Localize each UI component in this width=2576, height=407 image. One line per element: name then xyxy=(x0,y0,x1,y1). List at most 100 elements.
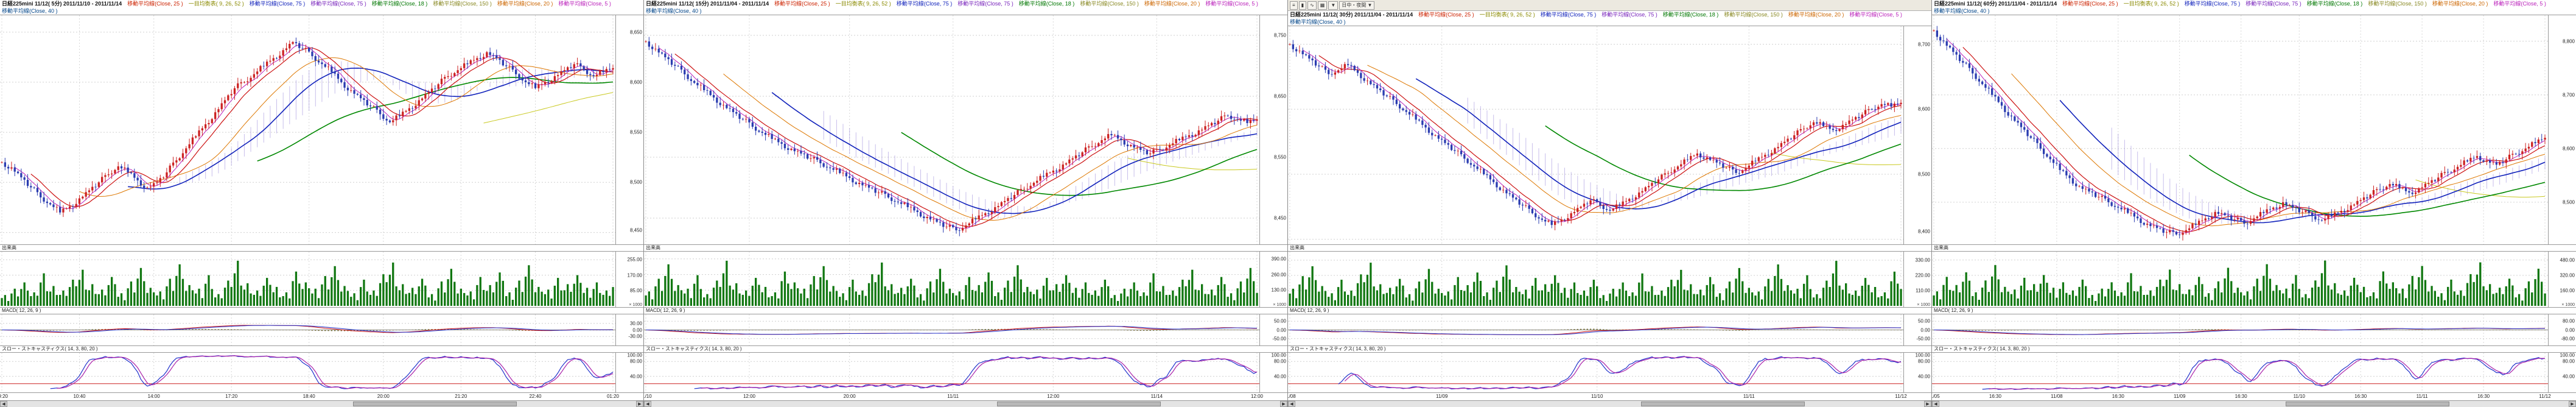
h-scrollbar[interactable]: ◀ ▶ xyxy=(1288,400,1931,407)
h-scrollbar[interactable]: ◀ ▶ xyxy=(0,400,643,407)
menu-icon[interactable]: ≡ xyxy=(1290,1,1298,10)
stoch-axis: 100.0080.0040.00 xyxy=(2548,353,2576,392)
time-label: 17:20 xyxy=(225,394,237,399)
y-axis-tick: 8,700 xyxy=(2563,92,2575,97)
scroll-left-button[interactable]: ◀ xyxy=(1932,401,1939,407)
macd-chart-section: 50.000.00-50.00 xyxy=(644,314,1287,345)
price-chart-section: 8,8008,7008,6008,500 xyxy=(1932,15,2576,244)
indicator-label: 移動平均線(Close, 25 ) xyxy=(2062,1,2118,8)
candlestick-icon[interactable]: ▮ xyxy=(1299,1,1306,10)
y-axis-tick: 85.00 xyxy=(630,288,642,293)
y-axis-tick: 8,500 xyxy=(2563,199,2575,205)
y-axis-tick: 40.00 xyxy=(630,373,642,379)
y-axis-tick: 0.00 xyxy=(1920,327,1930,333)
dropdown-icon[interactable]: ▼ xyxy=(1328,1,1338,10)
stoch-plot[interactable] xyxy=(0,353,616,392)
volume-chart-section: 255.00170.0085.00× 1000 xyxy=(0,251,643,307)
y-axis-tick: 80.00 xyxy=(1274,359,1286,364)
y-axis-tick: 8,700 xyxy=(1918,41,1930,47)
chart-header: 日経225mini 11/12( 5分) 2011/11/10 - 2011/1… xyxy=(0,0,643,15)
scroll-track[interactable] xyxy=(1939,401,2569,407)
y-axis-tick: 8,800 xyxy=(2563,38,2575,44)
macd-chart-section: 50.000.00-50.00 xyxy=(1288,314,1931,345)
scroll-track[interactable] xyxy=(1295,401,1924,407)
time-label: 11/08 xyxy=(2051,394,2062,399)
stoch-plot[interactable] xyxy=(644,353,1260,392)
price-plot[interactable] xyxy=(0,15,616,244)
indicator-label: 移動平均線(Close, 25 ) xyxy=(127,1,183,8)
scroll-track[interactable] xyxy=(7,401,636,407)
session-selector-button[interactable]: 日中・夜間 ▼ xyxy=(1339,1,1374,10)
scroll-left-button[interactable]: ◀ xyxy=(1288,401,1295,407)
volume-plot[interactable] xyxy=(1932,252,2548,307)
indicator-label: 移動平均線(Close, 75 ) xyxy=(2245,1,2301,8)
chart-workspace: 日経225mini 11/12( 5分) 2011/11/10 - 2011/1… xyxy=(0,0,2576,407)
scroll-right-button[interactable]: ▶ xyxy=(636,401,643,407)
y-axis-tick: 110.00 xyxy=(1916,288,1930,293)
grid-icon[interactable]: ▦ xyxy=(1318,1,1328,10)
time-label: 11/11 xyxy=(1743,394,1755,399)
macd-plot[interactable] xyxy=(1288,314,1904,345)
volume-plot[interactable] xyxy=(0,252,616,307)
h-scrollbar[interactable]: ◀ ▶ xyxy=(1932,400,2576,407)
y-axis-tick: 8,600 xyxy=(1918,107,1930,112)
h-scrollbar[interactable]: ◀ ▶ xyxy=(644,400,1287,407)
volume-axis: 390.00260.00130.00× 1000 xyxy=(1259,252,1287,307)
time-label: 16:30 xyxy=(1989,394,2001,399)
y-axis-tick: 320.00 xyxy=(2560,272,2575,278)
stoch-chart-section: 100.0080.0040.00 xyxy=(1932,352,2576,392)
stoch-axis: 100.0080.0040.00 xyxy=(615,353,643,392)
time-label: 12:00 xyxy=(743,394,755,399)
y-axis-tick: 8,500 xyxy=(630,180,642,185)
macd-plot[interactable] xyxy=(644,314,1260,345)
indicator-label: 一目均衡表( 9, 26, 52 ) xyxy=(1480,12,1535,19)
stoch-chart-section: 100.0080.0040.00 xyxy=(1288,352,1931,392)
scroll-right-button[interactable]: ▶ xyxy=(1280,401,1287,407)
y-axis-tick: 255.00 xyxy=(628,257,642,263)
time-label: 11/12 xyxy=(1895,394,1906,399)
price-plot[interactable] xyxy=(1288,26,1904,244)
volume-chart-section: 480.00320.00160.00× 1000 xyxy=(1932,251,2576,307)
stoch-plot[interactable] xyxy=(1288,353,1904,392)
y-axis-tick: 80.00 xyxy=(2563,359,2575,364)
scroll-track[interactable] xyxy=(651,401,1280,407)
price-plot[interactable] xyxy=(644,15,1260,244)
volume-axis: 480.00320.00160.00× 1000 xyxy=(2548,252,2576,307)
indicator-label: 一目均衡表( 9, 26, 52 ) xyxy=(2124,1,2179,8)
indicator-label: 移動平均線(Close, 5 ) xyxy=(2493,1,2546,8)
time-label: 11/10 xyxy=(1591,394,1603,399)
macd-label: MACD( 12, 26, 9 ) xyxy=(644,307,1287,314)
scroll-thumb[interactable] xyxy=(1641,402,1805,406)
scroll-right-button[interactable]: ▶ xyxy=(2569,401,2576,407)
indicator-label: 移動平均線(Close, 40 ) xyxy=(1290,19,1346,26)
time-label: 11/12 xyxy=(2539,394,2550,399)
stoch-chart-section: 100.0080.0040.00 xyxy=(644,352,1287,392)
chart-header: 日経225mini 11/12( 15分) 2011/11/04 - 2011/… xyxy=(644,0,1287,15)
scroll-thumb[interactable] xyxy=(997,402,1161,406)
indicator-label: 移動平均線(Close, 5 ) xyxy=(1205,1,1258,8)
time-label: 20:00 xyxy=(844,394,856,399)
macd-plot[interactable] xyxy=(1932,314,2548,345)
line-chart-icon[interactable]: ∿ xyxy=(1307,1,1317,10)
macd-chart-section: 80.000.00-80.00 xyxy=(1932,314,2576,345)
y-axis-tick: 0.00 xyxy=(632,327,642,333)
chart-window: 日経225mini 11/12( 5分) 2011/11/10 - 2011/1… xyxy=(0,0,644,407)
volume-plot[interactable] xyxy=(1288,252,1904,307)
time-label: 16:30 xyxy=(2354,394,2367,399)
stoch-plot[interactable] xyxy=(1932,353,2548,392)
scroll-left-button[interactable]: ◀ xyxy=(0,401,7,407)
stoch-axis: 100.0080.0040.00 xyxy=(1259,353,1287,392)
macd-plot[interactable] xyxy=(0,314,616,345)
indicator-label: 移動平均線(Close, 40 ) xyxy=(1934,8,1990,15)
scroll-left-button[interactable]: ◀ xyxy=(644,401,651,407)
time-label: 11/08 xyxy=(1288,394,1296,399)
volume-label: 出来高 xyxy=(1288,244,1931,251)
scroll-thumb[interactable] xyxy=(353,402,517,406)
volume-plot[interactable] xyxy=(644,252,1260,307)
price-plot[interactable] xyxy=(1932,15,2548,244)
y-axis-tick: 80.00 xyxy=(1918,359,1930,364)
scroll-thumb[interactable] xyxy=(2286,402,2449,406)
indicator-label: 移動平均線(Close, 150 ) xyxy=(433,1,492,8)
scroll-right-button[interactable]: ▶ xyxy=(1924,401,1931,407)
indicator-label: 移動平均線(Close, 18 ) xyxy=(1663,12,1719,19)
